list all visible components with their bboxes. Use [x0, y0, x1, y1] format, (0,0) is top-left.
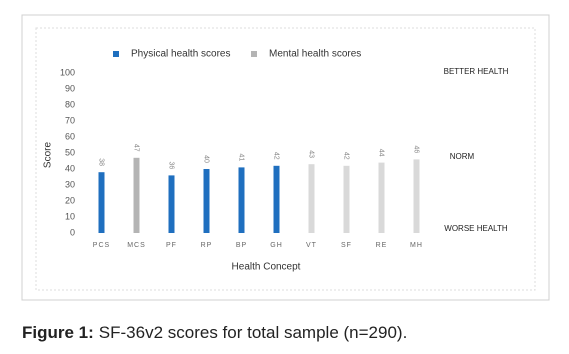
y-tick-label: 100 [60, 67, 75, 77]
y-tick-label: 80 [65, 99, 75, 109]
y-tick-label: 10 [65, 211, 75, 221]
y-tick-label: 40 [65, 163, 75, 173]
bar [273, 165, 280, 233]
x-tick-label: MCS [127, 242, 146, 249]
value-label: 43 [308, 150, 315, 158]
x-tick-label: RP [201, 242, 213, 249]
legend-swatch [251, 51, 257, 57]
y-tick-label: 20 [65, 195, 75, 205]
bar [343, 165, 350, 233]
value-label: 44 [378, 149, 385, 157]
y-tick-label: 30 [65, 179, 75, 189]
caption-text: SF-36v2 scores for total sample (n=290). [99, 323, 408, 342]
bar [238, 167, 245, 233]
x-tick-label: PCS [93, 242, 110, 249]
y-tick-label: 90 [65, 83, 75, 93]
plot-frame [35, 27, 536, 291]
legend-label: Mental health scores [269, 49, 361, 60]
value-label: 40 [203, 155, 210, 163]
y-tick-label: 70 [65, 115, 75, 125]
caption-label: Figure 1: [22, 323, 94, 342]
y-tick-label: 0 [70, 227, 75, 237]
annotation: WORSE HEALTH [444, 224, 508, 233]
bar [203, 169, 210, 233]
value-label: 42 [273, 152, 280, 160]
x-tick-label: SF [341, 242, 352, 249]
bar [98, 172, 105, 233]
outer-frame [21, 14, 550, 301]
annotation: NORM [450, 152, 475, 161]
bar [133, 157, 140, 233]
value-label: 46 [413, 146, 420, 154]
x-tick-label: VT [306, 242, 317, 249]
x-tick-label: RE [376, 242, 388, 249]
y-tick-label: 50 [65, 147, 75, 157]
legend-label: Physical health scores [131, 49, 231, 60]
bar [168, 175, 175, 233]
value-label: 36 [168, 162, 175, 170]
legend-swatch [113, 51, 119, 57]
y-axis-label: Score [43, 142, 54, 169]
bar [413, 159, 420, 233]
value-label: 41 [238, 154, 245, 162]
x-tick-label: GH [270, 242, 283, 249]
bar [308, 164, 315, 233]
x-tick-label: MH [410, 242, 423, 249]
x-tick-label: BP [236, 242, 247, 249]
y-tick-label: 60 [65, 131, 75, 141]
caption: Figure 1: SF-36v2 scores for total sample… [22, 323, 407, 342]
annotation: BETTER HEALTH [444, 67, 509, 76]
x-axis-label: Health Concept [232, 262, 301, 273]
value-label: 38 [98, 158, 105, 166]
value-label: 42 [343, 152, 350, 160]
x-tick-label: PF [166, 242, 177, 249]
value-label: 47 [133, 144, 140, 152]
bar [378, 162, 385, 233]
